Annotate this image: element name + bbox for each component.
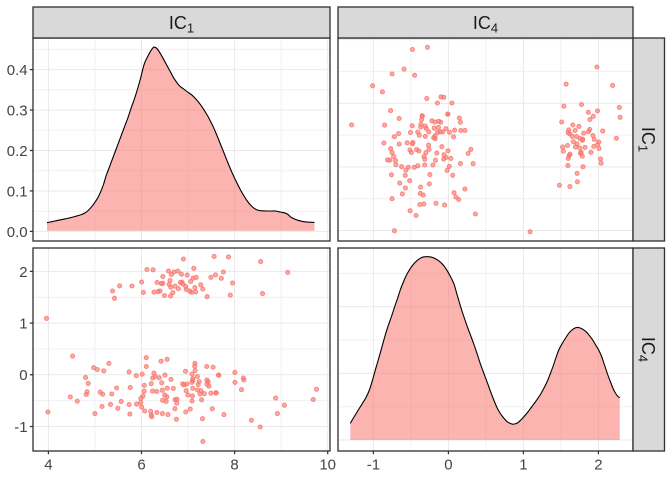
svg-text:IC1: IC1 — [169, 13, 194, 36]
svg-text:0.0: 0.0 — [7, 224, 28, 241]
svg-text:10: 10 — [319, 456, 336, 473]
svg-text:2: 2 — [594, 456, 602, 473]
svg-text:0.1: 0.1 — [7, 183, 28, 200]
svg-text:IC1: IC1 — [636, 127, 659, 152]
svg-text:0.4: 0.4 — [7, 62, 28, 79]
svg-text:6: 6 — [137, 456, 145, 473]
svg-text:0.2: 0.2 — [7, 143, 28, 160]
svg-text:-1: -1 — [14, 419, 27, 436]
svg-text:1: 1 — [519, 456, 527, 473]
svg-text:4: 4 — [44, 456, 52, 473]
svg-text:2: 2 — [19, 264, 27, 281]
svg-text:0: 0 — [444, 456, 452, 473]
svg-text:1: 1 — [19, 316, 27, 333]
svg-text:IC4: IC4 — [473, 13, 498, 36]
svg-text:IC4: IC4 — [636, 337, 659, 362]
svg-text:-1: -1 — [367, 456, 380, 473]
svg-text:0: 0 — [19, 367, 27, 384]
svg-text:8: 8 — [230, 456, 238, 473]
svg-text:0.3: 0.3 — [7, 102, 28, 119]
